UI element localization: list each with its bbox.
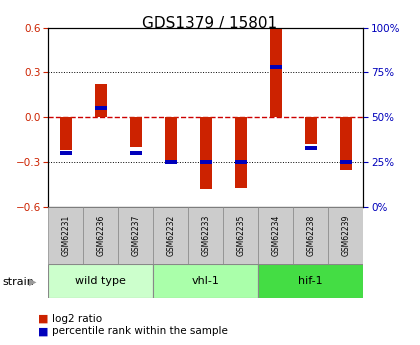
Text: GSM62239: GSM62239 <box>341 215 350 256</box>
Text: ■: ■ <box>38 314 48 324</box>
Text: GSM62238: GSM62238 <box>306 215 315 256</box>
Bar <box>200 160 212 164</box>
Bar <box>94 107 107 110</box>
Text: ■: ■ <box>38 326 48 336</box>
Bar <box>235 117 247 188</box>
Text: GSM62236: GSM62236 <box>96 215 105 256</box>
Text: GSM62232: GSM62232 <box>166 215 175 256</box>
Bar <box>340 160 352 164</box>
Bar <box>270 28 282 117</box>
Bar <box>60 117 72 150</box>
Text: strain: strain <box>2 277 34 287</box>
Bar <box>223 207 258 264</box>
Text: vhl-1: vhl-1 <box>192 276 220 286</box>
Text: wild type: wild type <box>75 276 126 286</box>
Text: GSM62237: GSM62237 <box>131 215 140 256</box>
Text: GSM62234: GSM62234 <box>271 215 280 256</box>
Text: GSM62233: GSM62233 <box>201 215 210 256</box>
Text: hif-1: hif-1 <box>299 276 323 286</box>
Bar <box>304 146 317 150</box>
Bar <box>270 65 282 69</box>
Bar <box>130 117 142 147</box>
Bar <box>48 264 153 298</box>
Bar <box>118 207 153 264</box>
Bar <box>130 151 142 155</box>
Bar <box>200 117 212 189</box>
Text: ▶: ▶ <box>29 277 36 287</box>
Bar <box>60 151 72 155</box>
Text: GDS1379 / 15801: GDS1379 / 15801 <box>142 16 278 30</box>
Bar <box>48 207 83 264</box>
Bar <box>293 207 328 264</box>
Bar <box>304 117 317 144</box>
Bar <box>153 207 188 264</box>
Bar <box>340 117 352 170</box>
Bar <box>258 264 363 298</box>
Bar <box>235 160 247 164</box>
Bar <box>188 207 223 264</box>
Text: GSM62231: GSM62231 <box>61 215 70 256</box>
Bar <box>258 207 293 264</box>
Bar <box>94 85 107 117</box>
Text: percentile rank within the sample: percentile rank within the sample <box>52 326 228 336</box>
Bar <box>153 264 258 298</box>
Bar <box>83 207 118 264</box>
Text: GSM62235: GSM62235 <box>236 215 245 256</box>
Text: log2 ratio: log2 ratio <box>52 314 102 324</box>
Bar <box>328 207 363 264</box>
Bar <box>165 160 177 164</box>
Bar <box>165 117 177 162</box>
